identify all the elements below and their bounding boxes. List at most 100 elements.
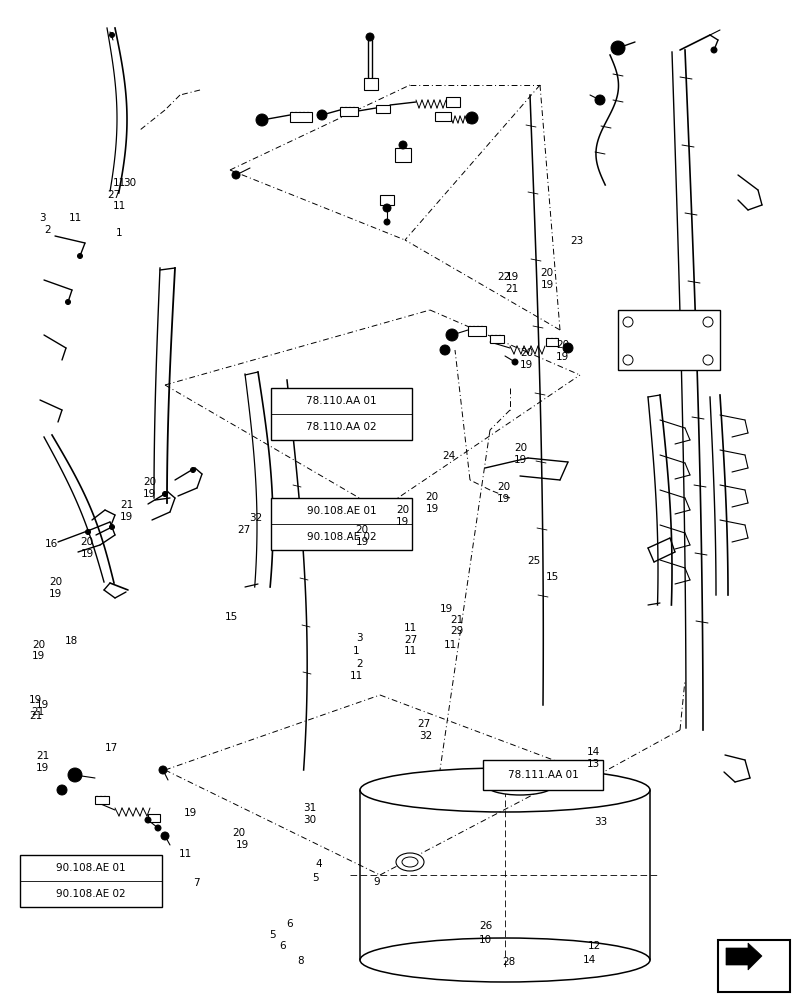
Circle shape (57, 785, 67, 795)
Text: 6: 6 (280, 941, 286, 951)
Text: 5: 5 (269, 930, 276, 940)
Text: 19: 19 (143, 489, 156, 499)
Text: 20: 20 (514, 443, 527, 453)
Circle shape (399, 141, 407, 149)
Text: 21: 21 (450, 615, 463, 625)
Text: 15: 15 (225, 612, 238, 622)
Circle shape (383, 204, 391, 212)
Text: 2: 2 (44, 225, 51, 235)
Circle shape (161, 832, 169, 840)
Bar (148, 814, 160, 822)
Circle shape (368, 35, 372, 39)
Text: 21: 21 (506, 284, 519, 294)
Circle shape (68, 768, 82, 782)
Text: 8: 8 (297, 956, 304, 966)
Text: 19: 19 (120, 512, 133, 522)
Text: 10: 10 (479, 935, 492, 945)
Text: 3: 3 (39, 213, 45, 223)
Text: 19: 19 (514, 455, 527, 465)
Text: 23: 23 (570, 236, 583, 246)
Text: 21: 21 (32, 707, 44, 717)
Text: 20: 20 (541, 268, 553, 278)
Ellipse shape (503, 770, 537, 780)
Bar (718, 940, 790, 992)
Text: 19: 19 (356, 537, 368, 547)
Circle shape (317, 110, 327, 120)
Bar (546, 338, 558, 346)
Text: 19: 19 (36, 700, 48, 710)
Circle shape (71, 771, 79, 779)
Bar (95, 796, 109, 804)
Circle shape (446, 329, 458, 341)
Ellipse shape (402, 857, 418, 867)
Circle shape (110, 524, 115, 530)
Text: 19: 19 (426, 504, 439, 514)
Text: 19: 19 (29, 695, 42, 705)
Text: 20: 20 (233, 828, 246, 838)
Text: 11: 11 (404, 646, 417, 656)
Circle shape (86, 530, 90, 534)
Text: 2: 2 (356, 659, 363, 669)
Text: 11: 11 (69, 213, 82, 223)
Bar (618, 310, 720, 370)
Text: 11: 11 (113, 201, 126, 211)
Text: 11: 11 (444, 640, 457, 650)
Text: 78.110.AA 02: 78.110.AA 02 (306, 422, 377, 432)
Text: 20: 20 (32, 640, 45, 650)
Text: 20: 20 (356, 525, 368, 535)
Text: 20: 20 (396, 505, 409, 515)
Circle shape (145, 817, 151, 823)
Text: 3: 3 (356, 633, 363, 643)
Ellipse shape (396, 853, 424, 871)
Text: 14: 14 (583, 955, 596, 965)
Circle shape (711, 47, 717, 53)
Text: 21: 21 (29, 711, 42, 721)
Circle shape (401, 143, 405, 147)
Text: 17: 17 (105, 743, 118, 753)
Text: 30: 30 (303, 815, 316, 825)
Text: 20: 20 (143, 477, 156, 487)
Text: 5: 5 (313, 873, 319, 883)
Text: 20: 20 (49, 577, 62, 587)
Circle shape (162, 491, 167, 496)
Bar (483, 760, 603, 790)
Circle shape (73, 773, 77, 777)
Circle shape (611, 41, 625, 55)
Circle shape (155, 825, 161, 831)
Text: 19: 19 (32, 651, 45, 661)
Text: 21: 21 (120, 500, 133, 510)
Text: 1: 1 (353, 646, 360, 656)
Bar (435, 112, 451, 121)
Ellipse shape (486, 775, 554, 795)
Text: 1: 1 (116, 228, 123, 238)
Text: 22: 22 (498, 272, 511, 282)
Circle shape (595, 95, 605, 105)
Text: 31: 31 (303, 803, 316, 813)
Text: 4: 4 (316, 859, 322, 869)
Text: 90.108.AE 02: 90.108.AE 02 (56, 889, 126, 899)
Bar (290, 112, 312, 122)
Text: 6: 6 (286, 919, 292, 929)
Circle shape (78, 253, 82, 258)
Circle shape (512, 359, 518, 365)
Text: 12: 12 (588, 941, 601, 951)
Text: 19: 19 (497, 494, 510, 504)
Circle shape (110, 32, 115, 37)
Bar (490, 335, 504, 343)
Text: 19: 19 (81, 549, 94, 559)
Text: 9: 9 (373, 877, 380, 887)
Bar (380, 195, 394, 205)
Text: 15: 15 (546, 572, 559, 582)
Polygon shape (726, 943, 762, 970)
Circle shape (614, 44, 622, 52)
Text: 25: 25 (528, 556, 541, 566)
Text: 78.111.AA 01: 78.111.AA 01 (507, 770, 579, 780)
Circle shape (469, 115, 475, 121)
Circle shape (191, 468, 196, 473)
Text: 24: 24 (442, 451, 455, 461)
Bar (376, 105, 390, 113)
Text: 11: 11 (113, 178, 126, 188)
Text: 19: 19 (49, 589, 62, 599)
Text: 32: 32 (249, 513, 262, 523)
Circle shape (466, 112, 478, 124)
